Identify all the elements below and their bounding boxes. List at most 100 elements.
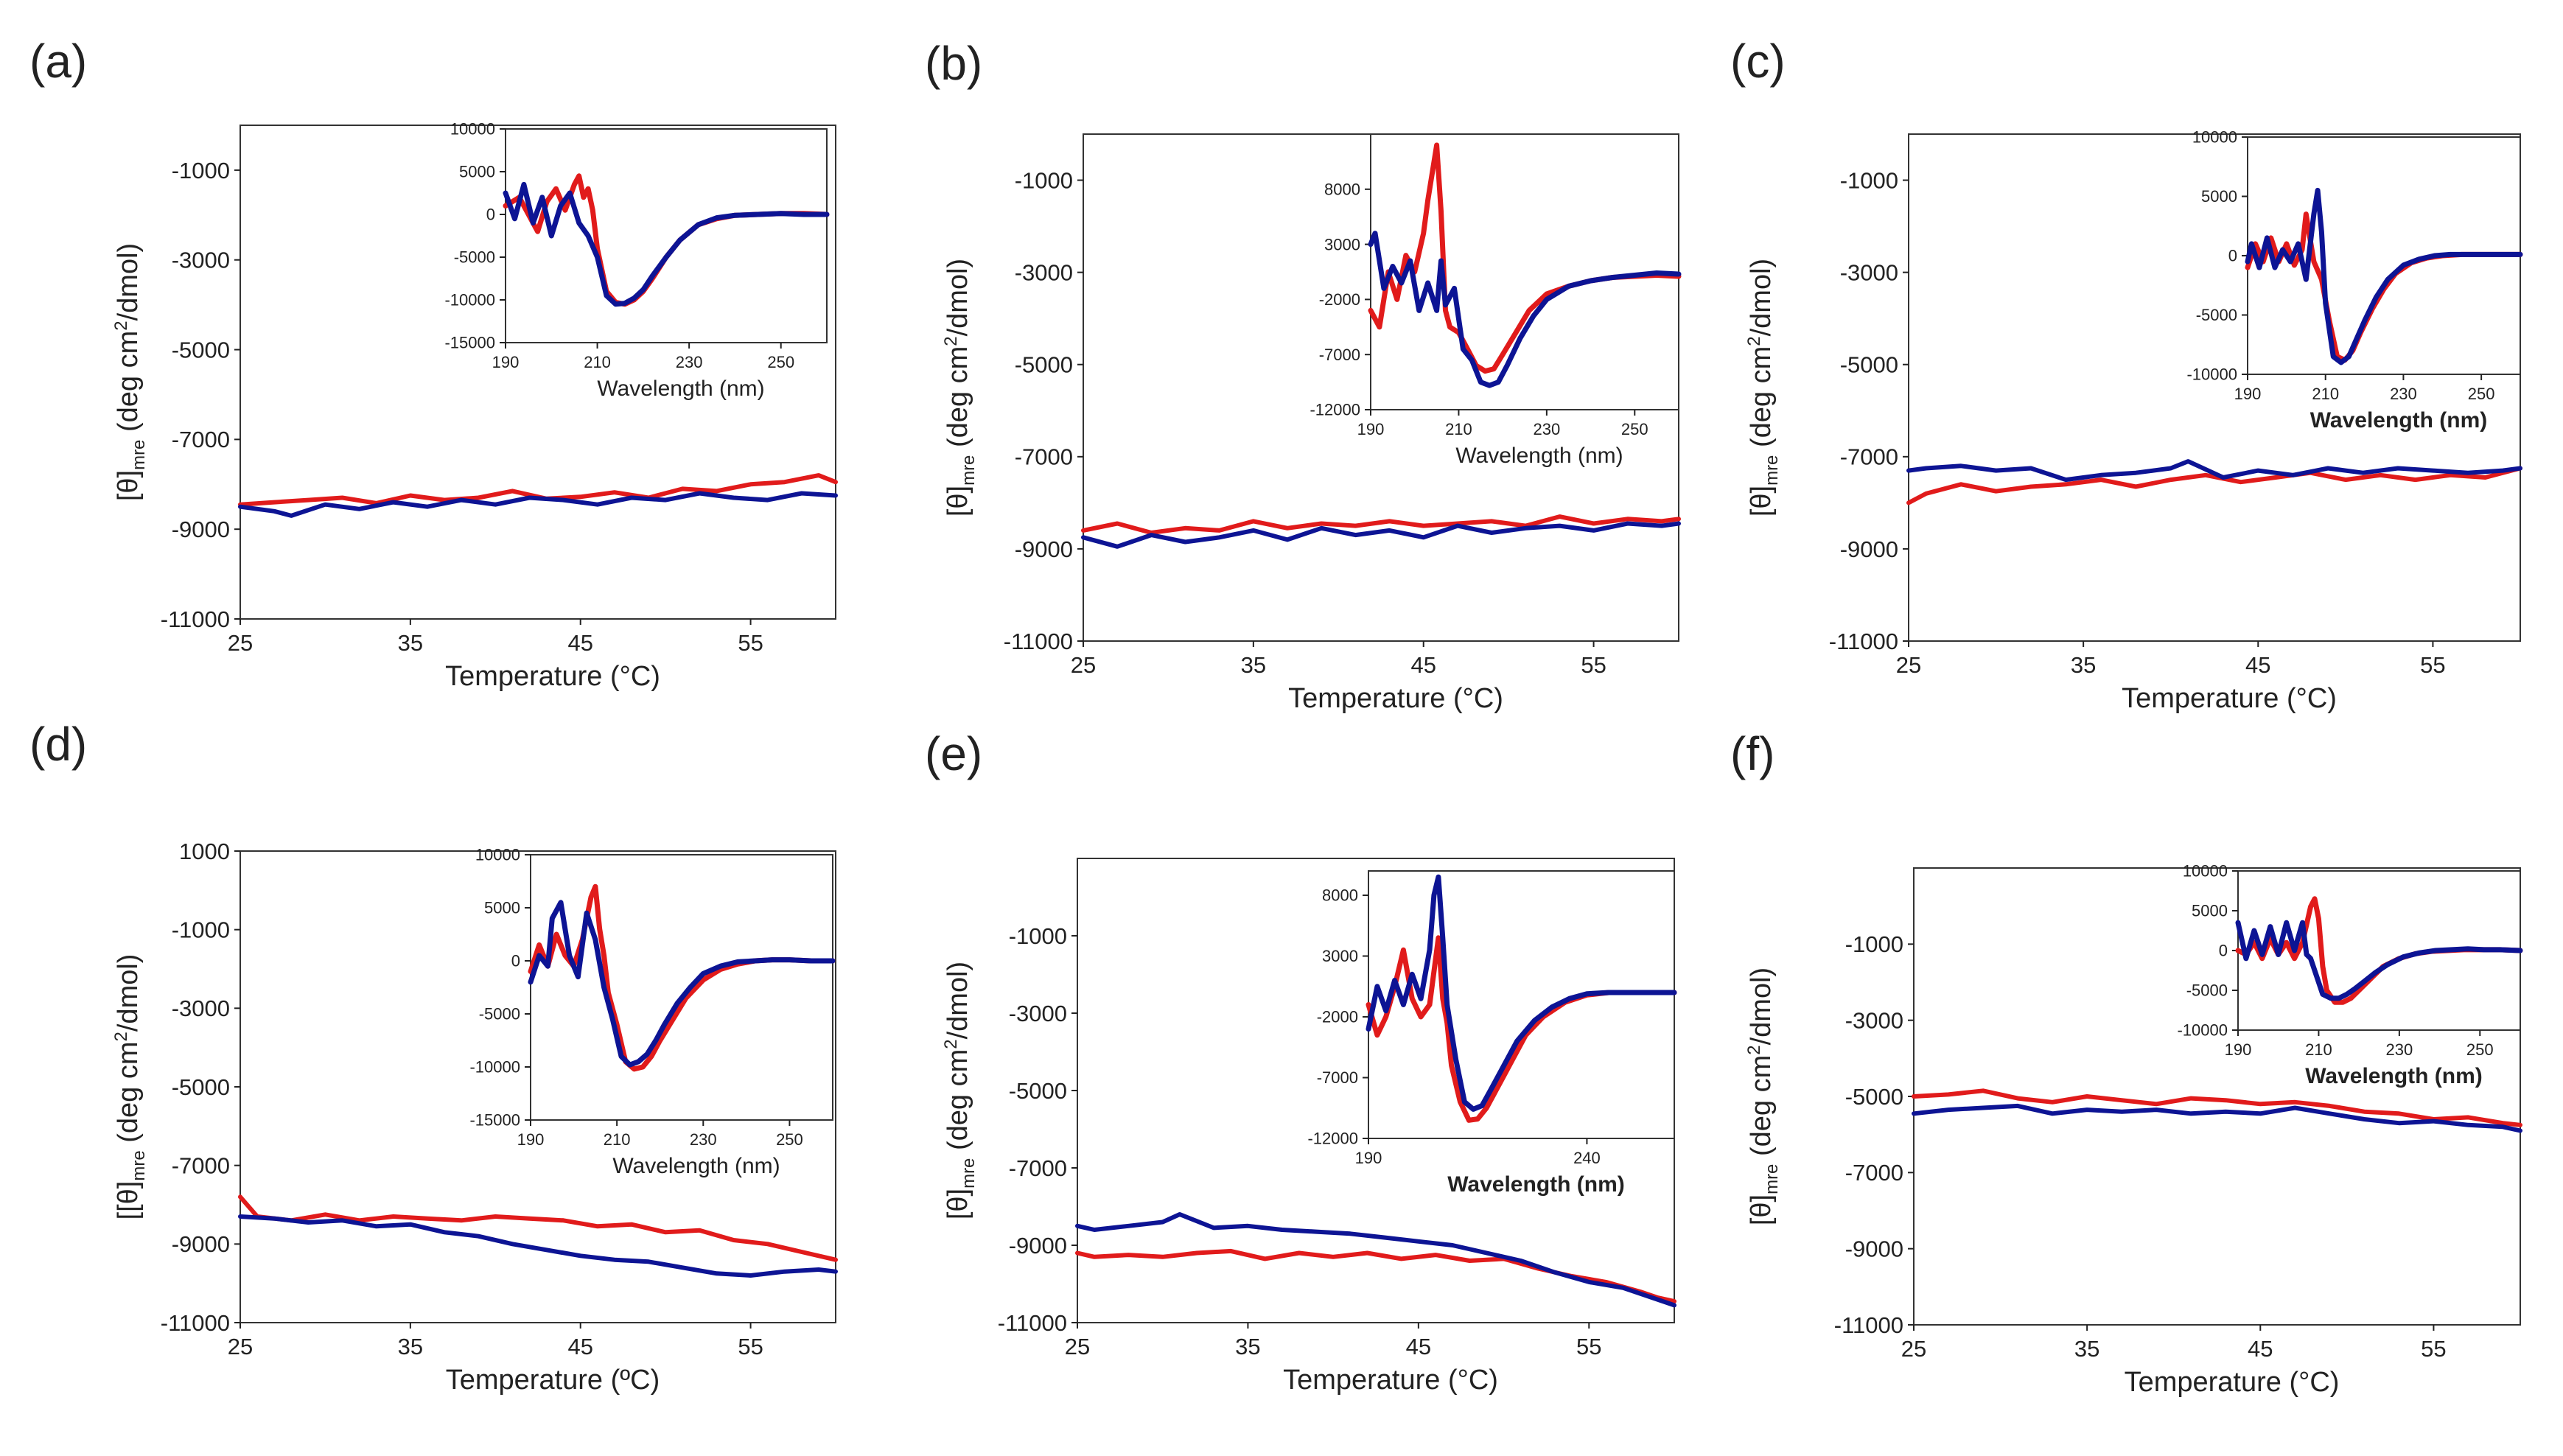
main-ytick-label-0: -1000 (172, 158, 230, 183)
inset-ytick-label-3: -5000 (2186, 981, 2228, 1000)
main-xtick-label-2: 45 (2248, 1336, 2273, 1362)
x-axis-label: Temperature (°C) (2125, 1367, 2340, 1398)
main-xtick-label-1: 35 (398, 1334, 423, 1359)
panel-label: (d) (29, 718, 87, 771)
inset-ytick-label-1: 5000 (2201, 187, 2237, 206)
inset-xtick-label-1: 210 (2312, 385, 2339, 403)
inset-ytick-label-0: 10000 (2192, 128, 2237, 147)
inset-xtick-label-1: 210 (584, 353, 611, 371)
main-ytick-label-0: -1000 (1845, 931, 1903, 957)
inset-xtick-label-0: 190 (1357, 420, 1385, 438)
x-axis-label: Temperature (°C) (2122, 683, 2337, 714)
main-series-red (1075, 1248, 1676, 1304)
inset-ytick-label-3: -7000 (1317, 1068, 1358, 1087)
main-frame (1908, 133, 2521, 642)
main-ytick-label-3: -5000 (172, 1074, 230, 1100)
inset-ytick-label-0: 8000 (1322, 886, 1358, 905)
main-ytick-label-3: -7000 (172, 427, 230, 452)
main-ytick-label-2: -3000 (172, 995, 230, 1021)
main-series-blue (238, 491, 838, 518)
inset-series-blue (503, 181, 830, 307)
main-frame (239, 125, 836, 620)
main-ytick-label-6: -11000 (161, 1310, 230, 1336)
x-axis-label: Temperature (ºC) (446, 1365, 660, 1396)
main-ytick-label-3: -7000 (1845, 1160, 1903, 1186)
y-axis-label: [θ]mre (deg cm2/dmol) (941, 259, 979, 517)
main-ytick-label-4: -9000 (1845, 1236, 1903, 1262)
main-ytick-label-4: -9000 (1840, 536, 1898, 562)
main-series-blue (1906, 459, 2522, 483)
main-series-red (1081, 514, 1681, 535)
main-xtick-label-2: 45 (2245, 652, 2270, 678)
inset-xtick-label-3: 250 (1621, 420, 1648, 438)
panel-label: (c) (1730, 35, 1786, 88)
inset-xtick-label-3: 250 (767, 353, 794, 371)
inset-xtick-label-0: 190 (492, 353, 520, 371)
main-xtick-label-3: 55 (738, 630, 763, 656)
inset-x-axis-label: Wavelength (nm) (2305, 1064, 2483, 1088)
main-ytick-label-4: -9000 (1015, 536, 1073, 562)
main-ytick-label-4: -9000 (172, 517, 230, 542)
main-xtick-label-0: 25 (228, 1334, 253, 1359)
inset-ytick-label-0: 10000 (450, 120, 495, 139)
main-ytick-label-1: -3000 (1840, 259, 1898, 285)
inset-ytick-label-3: -5000 (454, 248, 495, 267)
main-ytick-label-5: -11000 (161, 606, 230, 632)
y-axis-label: [θ]mre (deg cm2/dmol) (941, 962, 979, 1219)
inset-ytick-label-2: -2000 (1319, 290, 1360, 309)
main-series-blue (1075, 1212, 1676, 1308)
main-series-blue (238, 1214, 838, 1278)
panel-label: (f) (1730, 727, 1774, 780)
inset-xtick-label-1: 210 (604, 1130, 631, 1149)
y-axis-label: [θ]mre (deg cm2/dmol) (1744, 967, 1782, 1225)
main-xtick-label-1: 35 (1235, 1334, 1260, 1359)
inset-ytick-label-3: -7000 (1319, 346, 1360, 364)
panel-label: (a) (29, 35, 87, 88)
main-xtick-label-2: 45 (1406, 1334, 1431, 1359)
main-ytick-label-0: -1000 (1015, 167, 1073, 193)
inset-ytick-label-2: -2000 (1317, 1008, 1358, 1026)
inset-ytick-label-4: -10000 (2177, 1021, 2228, 1040)
inset-xtick-label-0: 190 (2234, 385, 2262, 403)
main-ytick-label-0: -1000 (1009, 923, 1067, 949)
main-ytick-label-1: -3000 (172, 248, 230, 273)
main-xtick-label-0: 25 (1901, 1336, 1926, 1362)
inset-xtick-label-1: 210 (2305, 1040, 2332, 1059)
inset-series-blue (2235, 920, 2523, 1001)
inset-frame (1368, 870, 1675, 1139)
main-ytick-label-5: -9000 (172, 1231, 230, 1257)
inset-xtick-label-3: 250 (2466, 1040, 2494, 1059)
main-xtick-label-0: 25 (1065, 1334, 1090, 1359)
inset-series-blue (528, 900, 836, 1068)
x-axis-label: Temperature (°C) (1288, 683, 1503, 714)
inset-x-axis-label: Wavelength (nm) (1455, 444, 1623, 468)
main-ytick-label-0: 1000 (179, 839, 230, 864)
panel-d: (d)1000-1000-3000-5000-7000-9000-1100025… (29, 718, 838, 1396)
main-xtick-label-1: 35 (398, 630, 423, 656)
main-ytick-label-5: -11000 (1834, 1312, 1903, 1338)
main-xtick-label-2: 45 (567, 1334, 592, 1359)
main-xtick-label-1: 35 (1241, 652, 1266, 678)
inset-ytick-label-1: 3000 (1322, 947, 1358, 965)
inset-xtick-label-2: 230 (676, 353, 703, 371)
main-series-red (1906, 466, 2522, 505)
main-series-blue (1912, 1103, 2522, 1133)
main-ytick-label-2: -5000 (1845, 1084, 1903, 1110)
inset-ytick-label-2: 0 (511, 952, 520, 970)
inset-ytick-label-3: -5000 (479, 1005, 520, 1023)
inset-ytick-label-0: 10000 (475, 846, 520, 864)
inset-xtick-label-2: 230 (1533, 420, 1560, 438)
main-ytick-label-1: -3000 (1015, 259, 1073, 285)
main-series-red (238, 1194, 838, 1262)
panel-label: (e) (925, 727, 982, 780)
inset-x-axis-label: Wavelength (nm) (612, 1154, 780, 1178)
inset-xtick-label-1: 210 (1445, 420, 1472, 438)
main-ytick-label-5: -11000 (998, 1310, 1067, 1336)
